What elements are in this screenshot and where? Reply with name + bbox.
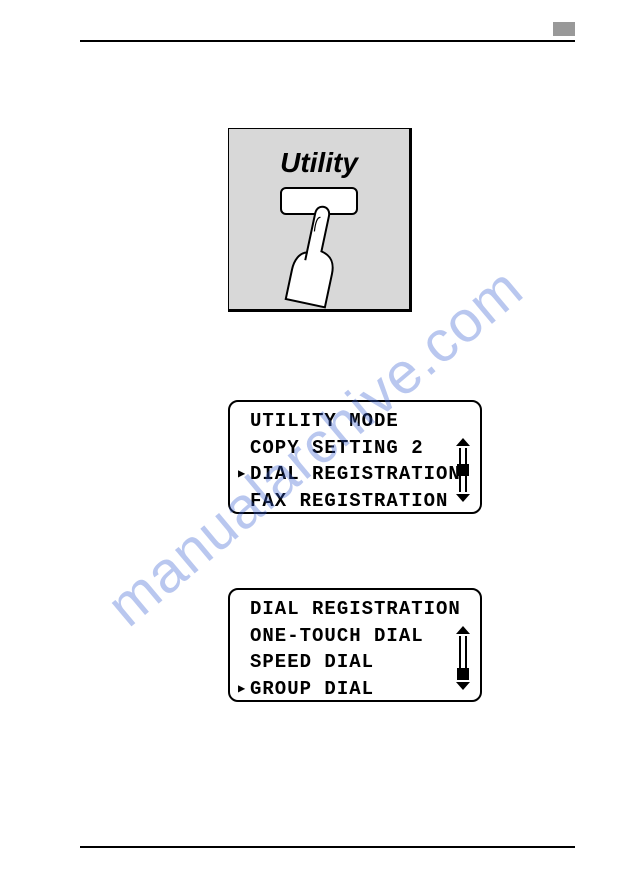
press-finger-icon — [278, 198, 360, 318]
lcd-row-text: ONE-TOUCH DIAL — [250, 623, 424, 650]
lcd-row-text: GROUP DIAL — [250, 676, 374, 703]
scroll-track — [459, 448, 467, 492]
header-badge — [553, 22, 575, 36]
arrow-down-icon — [456, 682, 470, 690]
page-footer — [80, 846, 575, 848]
scroll-indicator[interactable] — [456, 626, 470, 694]
lcd-row[interactable]: ONE-TOUCH DIAL — [238, 623, 472, 650]
lcd-row[interactable]: SPEED DIAL — [238, 649, 472, 676]
arrow-down-icon — [456, 494, 470, 502]
scroll-thumb — [457, 668, 469, 680]
utility-panel: Utility — [228, 128, 412, 312]
scroll-indicator[interactable] — [456, 438, 470, 506]
header-rule — [80, 40, 575, 42]
pointer-icon: ▶ — [238, 681, 250, 698]
lcd-dial-registration: DIAL REGISTRATION ONE-TOUCH DIAL SPEED D… — [228, 588, 482, 702]
lcd-row[interactable]: COPY SETTING 2 — [238, 435, 472, 462]
pointer-icon: ▶ — [238, 466, 250, 483]
lcd-row-text: DIAL REGISTRATION — [250, 461, 461, 488]
arrow-up-icon — [456, 626, 470, 634]
scroll-thumb — [457, 464, 469, 476]
lcd-row[interactable]: ▶DIAL REGISTRATION — [238, 461, 472, 488]
lcd-row-text: FAX REGISTRATION — [250, 488, 448, 515]
lcd-title: UTILITY MODE — [238, 408, 472, 435]
lcd-title-text: UTILITY MODE — [250, 408, 399, 435]
utility-label: Utility — [229, 147, 409, 179]
lcd-title: DIAL REGISTRATION — [238, 596, 472, 623]
arrow-up-icon — [456, 438, 470, 446]
lcd-utility-mode: UTILITY MODE COPY SETTING 2 ▶DIAL REGIST… — [228, 400, 482, 514]
lcd-row[interactable]: ▶GROUP DIAL — [238, 676, 472, 703]
lcd-row-text: COPY SETTING 2 — [250, 435, 424, 462]
lcd-title-text: DIAL REGISTRATION — [250, 596, 461, 623]
lcd-row-text: SPEED DIAL — [250, 649, 374, 676]
footer-rule — [80, 846, 575, 848]
scroll-track — [459, 636, 467, 680]
page-header — [80, 40, 575, 42]
lcd-row[interactable]: FAX REGISTRATION — [238, 488, 472, 515]
